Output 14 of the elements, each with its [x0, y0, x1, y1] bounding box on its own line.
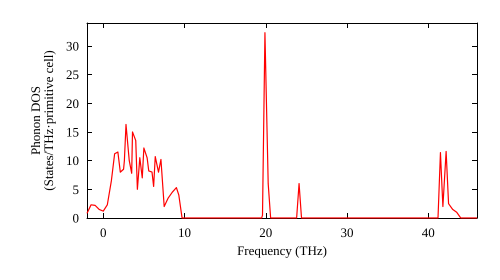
y-tick-label: 30: [66, 38, 79, 54]
x-axis-title: Frequency (THz): [237, 242, 327, 258]
y-tick-label: 0: [72, 210, 79, 226]
x-tick-label: 10: [178, 225, 191, 240]
x-tick-label: 0: [100, 225, 106, 240]
y-tick-label: 25: [66, 67, 79, 82]
x-tick-label: 30: [340, 225, 354, 240]
y-tick-label: 15: [66, 124, 79, 140]
x-tick-label: 20: [259, 225, 272, 240]
x-tick-label: 40: [422, 225, 435, 240]
y-tick-label: 20: [66, 96, 79, 111]
y-tick-label: 10: [66, 153, 79, 168]
y-tick-label: 5: [72, 182, 79, 197]
y-axis-title: Phonon DOS (States/THz·primitive cell): [28, 50, 56, 191]
